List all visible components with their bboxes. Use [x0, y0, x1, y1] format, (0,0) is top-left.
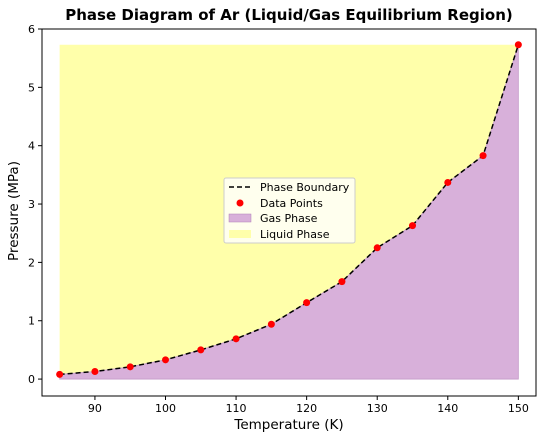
data-point	[444, 178, 452, 186]
data-point	[232, 335, 240, 343]
data-point	[91, 367, 99, 375]
x-axis: 90 100 110 120 130 140 150	[88, 396, 529, 415]
x-tick-label: 120	[296, 402, 317, 415]
y-tick-label: 5	[28, 81, 35, 94]
y-tick-label: 1	[28, 315, 35, 328]
data-point	[514, 41, 522, 49]
legend-swatch-gas-phase	[228, 213, 252, 223]
y-axis-title: Pressure (MPa)	[6, 161, 22, 261]
plot-frame	[41, 28, 537, 397]
data-point	[267, 320, 275, 328]
x-tick-label: 100	[155, 402, 176, 415]
x-tick-label: 130	[367, 402, 388, 415]
legend-label-data-points: Data Points	[260, 197, 323, 210]
data-point	[479, 152, 487, 160]
y-tick-label: 4	[28, 140, 35, 153]
data-point	[56, 370, 64, 378]
legend-box	[223, 177, 356, 244]
data-point	[409, 222, 416, 230]
data-point	[373, 244, 381, 252]
x-tick-label: 90	[88, 402, 102, 415]
y-tick-label: 6	[28, 23, 35, 36]
chart-title: Phase Diagram of Ar (Liquid/Gas Equilibr…	[65, 6, 512, 24]
x-axis-title: Temperature (K)	[233, 417, 343, 433]
y-axis: 0 1 2 3 4 5 6	[28, 23, 42, 386]
data-point	[303, 299, 311, 307]
data-point	[197, 346, 205, 354]
legend-swatch-data-points	[236, 199, 244, 207]
legend-label-gas-phase: Gas Phase	[260, 212, 318, 225]
data-point	[338, 278, 346, 286]
x-tick-label: 110	[226, 402, 247, 415]
legend-label-phase-boundary: Phase Boundary	[260, 181, 350, 194]
data-point	[126, 363, 134, 371]
legend-label-liquid-phase: Liquid Phase	[260, 228, 330, 241]
y-tick-label: 3	[28, 198, 35, 211]
y-tick-label: 2	[28, 256, 35, 269]
legend: Phase Boundary Data Points Gas Phase Liq…	[223, 177, 356, 244]
legend-swatch-liquid-phase	[229, 230, 251, 238]
y-tick-label: 0	[28, 373, 35, 386]
data-point	[162, 356, 169, 364]
x-tick-label: 150	[508, 402, 529, 415]
x-tick-label: 140	[437, 402, 458, 415]
phase-boundary-line	[59, 44, 520, 376]
